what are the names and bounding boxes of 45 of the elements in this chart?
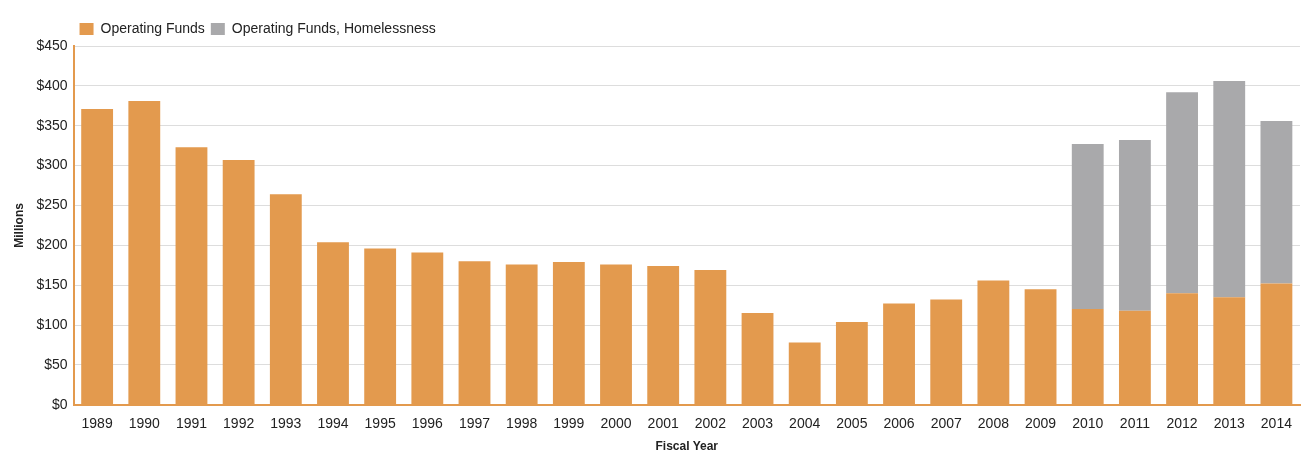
x-tick-label: 2007 (930, 415, 962, 432)
x-tick-label: 2002 (694, 415, 727, 432)
x-tick-label: 1989 (81, 415, 113, 432)
x-tick-label: 1994 (317, 415, 349, 432)
x-tick-label: 2008 (977, 415, 1010, 432)
x-tick-label: 1996 (411, 415, 444, 432)
y-tick-label: $100 (36, 315, 68, 332)
x-tick-label: 2010 (1072, 415, 1104, 432)
bar (1118, 140, 1151, 311)
y-axis-title: Millions (11, 202, 26, 248)
x-tick-label: 2012 (1166, 415, 1198, 432)
x-tick-label: 1995 (364, 415, 396, 432)
y-tick-label: $50 (44, 355, 68, 372)
bar (1260, 120, 1293, 284)
x-tick-label: 2009 (1024, 415, 1057, 432)
x-tick-label: 2013 (1213, 415, 1246, 432)
x-tick-label: 2005 (836, 415, 868, 432)
y-tick-label: $150 (36, 276, 68, 293)
x-axis-title: Fiscal Year (655, 439, 719, 454)
x-tick-label: 1997 (458, 415, 491, 432)
x-tick-label: 1990 (128, 415, 161, 432)
y-tick-label: $200 (36, 236, 68, 253)
y-tick-label: $250 (36, 196, 68, 213)
legend-label: Operating Funds (100, 19, 205, 36)
x-tick-label: 2014 (1260, 415, 1293, 432)
x-tick-label: 1991 (175, 415, 208, 432)
x-tick-label: 2000 (600, 415, 632, 432)
bar (1213, 81, 1246, 298)
y-tick-label: $0 (51, 395, 68, 412)
x-tick-label: 2006 (883, 415, 915, 432)
x-tick-label: 1998 (506, 415, 538, 432)
bar (1071, 144, 1104, 310)
y-tick-label: $400 (36, 76, 68, 93)
x-tick-label: 1993 (270, 415, 302, 432)
x-tick-label: 2001 (647, 415, 679, 432)
x-tick-label: 2003 (741, 415, 774, 432)
x-tick-label: 1999 (553, 415, 585, 432)
legend-label: Operating Funds, Homelessness (231, 19, 436, 36)
y-tick-label: $300 (36, 156, 68, 173)
x-tick-label: 2011 (1119, 415, 1151, 432)
y-tick-label: $450 (36, 36, 68, 53)
bar (1166, 92, 1198, 294)
y-tick-label: $350 (36, 116, 68, 133)
x-tick-label: 1992 (223, 415, 255, 432)
x-tick-label: 2004 (789, 415, 821, 432)
